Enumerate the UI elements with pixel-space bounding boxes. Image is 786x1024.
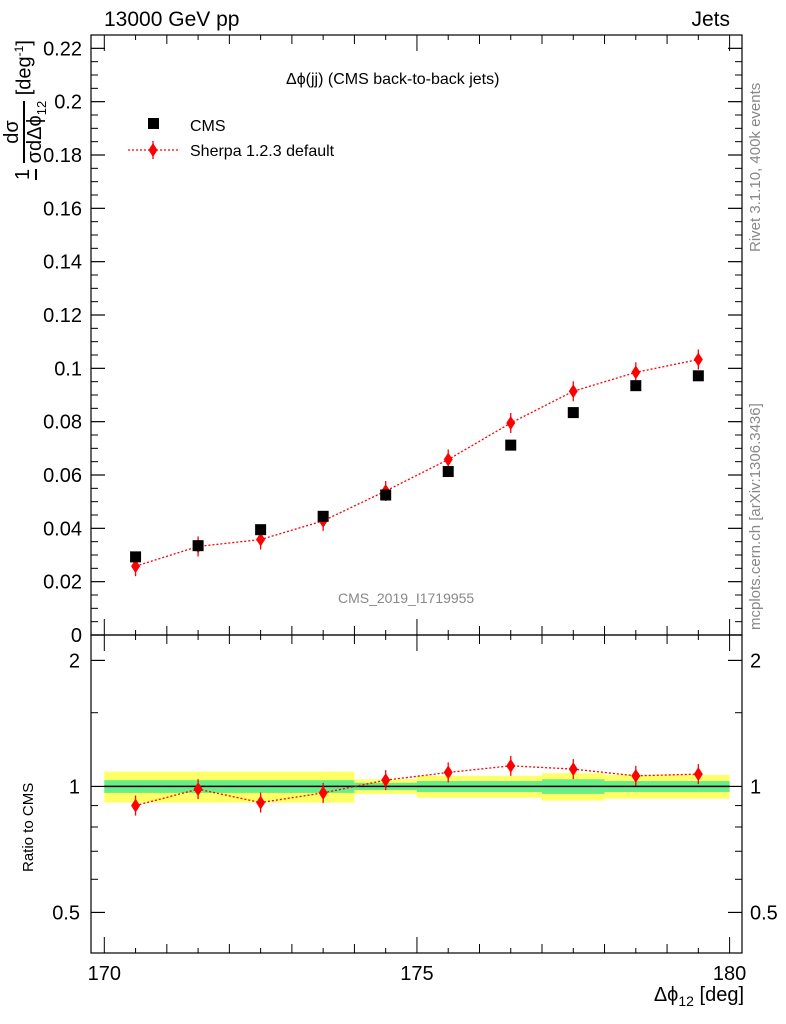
cms-point bbox=[317, 510, 329, 522]
upper-ytick-label: 0.14 bbox=[43, 252, 82, 274]
lower-ytick-label: 2 bbox=[69, 650, 80, 672]
ratio-point bbox=[381, 773, 391, 788]
legend-sherpa-label: Sherpa 1.2.3 default bbox=[190, 143, 335, 160]
lower-ytick-label-right: 2 bbox=[750, 650, 761, 672]
cms-point bbox=[130, 551, 142, 563]
cms-point bbox=[442, 466, 454, 478]
ratio-point bbox=[131, 798, 141, 813]
upper-ytick-label: 0.12 bbox=[43, 305, 82, 327]
legend-cms-label: CMS bbox=[190, 118, 226, 135]
legend: CMS Sherpa 1.2.3 default bbox=[128, 118, 335, 160]
legend-cms-marker bbox=[148, 118, 159, 129]
lower-ytick-label: 1 bbox=[69, 776, 80, 798]
upper-ytick-label: 0.06 bbox=[43, 465, 82, 487]
upper-frame bbox=[90, 34, 743, 636]
ratio-point bbox=[506, 758, 516, 773]
upper-ytick-label: 0 bbox=[71, 625, 82, 647]
lower-ytick-label-right: 1 bbox=[750, 776, 761, 798]
upper-ytick-label: 0.22 bbox=[43, 38, 82, 60]
ratio-point bbox=[193, 782, 203, 797]
ratio-point bbox=[693, 767, 703, 782]
cms-point bbox=[630, 380, 642, 392]
upper-ytick-label: 0.1 bbox=[54, 358, 82, 380]
cms-point bbox=[255, 524, 267, 536]
xtick-label: 170 bbox=[88, 963, 121, 985]
upper-ytick-label: 0.2 bbox=[54, 92, 82, 114]
chart-title: Δϕ(jj) (CMS back-to-back jets) bbox=[286, 71, 500, 88]
upper-ytick-label: 0.02 bbox=[43, 572, 82, 594]
upper-ytick-label: 0.16 bbox=[43, 198, 82, 220]
cms-point bbox=[692, 370, 704, 382]
sherpa-point bbox=[568, 384, 578, 399]
ratio-point bbox=[443, 765, 453, 780]
header-right: Jets bbox=[691, 8, 730, 31]
sherpa-point bbox=[693, 352, 703, 367]
sherpa-point bbox=[506, 416, 516, 430]
ratio-line bbox=[135, 765, 699, 807]
lower-ytick-label: 0.5 bbox=[52, 902, 80, 924]
cms-point bbox=[567, 407, 579, 419]
ratio-point bbox=[318, 785, 328, 800]
cms-point bbox=[505, 439, 517, 451]
xtick-label: 175 bbox=[400, 963, 433, 985]
upper-ytick-label: 0.18 bbox=[43, 145, 82, 167]
lower-ytick-label-right: 0.5 bbox=[750, 902, 778, 924]
analysis-watermark: CMS_2019_I1719955 bbox=[338, 590, 475, 606]
sherpa-point bbox=[631, 365, 641, 380]
sherpa-point bbox=[443, 452, 453, 467]
sherpa-line bbox=[135, 358, 699, 567]
cms-point bbox=[192, 540, 204, 552]
xtick-label: 180 bbox=[713, 963, 746, 985]
upper-ytick-label: 0.04 bbox=[43, 518, 82, 540]
upper-ytick-label: 0.08 bbox=[43, 412, 82, 434]
sherpa-point bbox=[131, 559, 141, 574]
ratio-point bbox=[568, 762, 578, 777]
sherpa-point bbox=[256, 532, 266, 547]
xlabel: Δϕ12 [deg] bbox=[653, 984, 744, 1009]
header-left: 13000 GeV pp bbox=[104, 8, 240, 31]
cms-point bbox=[380, 489, 392, 501]
legend-sherpa-marker bbox=[148, 143, 158, 157]
ratio-point bbox=[631, 768, 641, 783]
ratio-point bbox=[256, 795, 266, 810]
